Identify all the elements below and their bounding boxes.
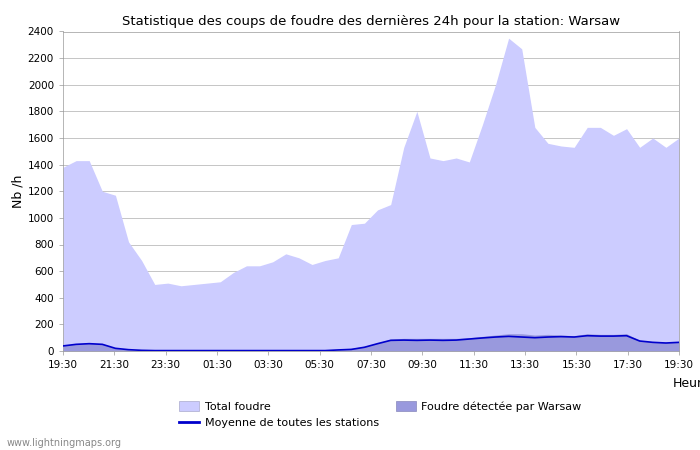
Y-axis label: Nb /h: Nb /h	[12, 175, 25, 208]
Title: Statistique des coups de foudre des dernières 24h pour la station: Warsaw: Statistique des coups de foudre des dern…	[122, 14, 620, 27]
X-axis label: Heure: Heure	[673, 377, 700, 390]
Legend: Total foudre, Moyenne de toutes les stations, Foudre détectée par Warsaw: Total foudre, Moyenne de toutes les stat…	[179, 401, 582, 428]
Text: www.lightningmaps.org: www.lightningmaps.org	[7, 438, 122, 448]
